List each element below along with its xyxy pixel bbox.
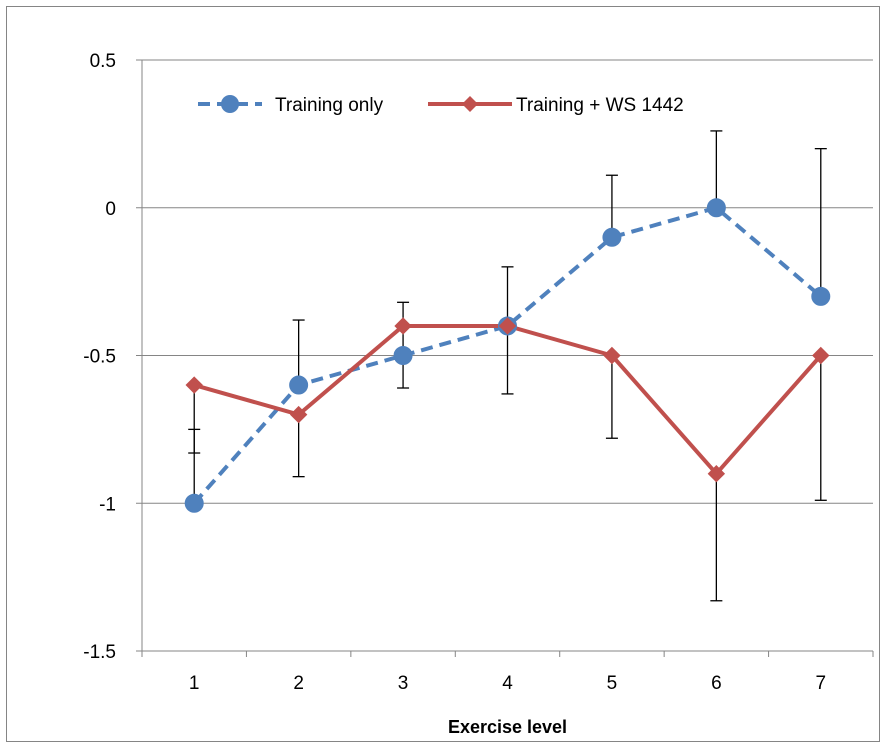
- chart-area: [6, 6, 880, 742]
- point-s0-5: [706, 198, 726, 218]
- point-s0-2: [393, 346, 413, 365]
- y-tick-label-4: -1.5: [83, 642, 116, 663]
- point-s0-6: [811, 286, 831, 306]
- axes: [136, 59, 874, 657]
- tick-labels: 0.5 0 -0.5 -1 -1.5 1 2 3 4 5 6 7: [83, 51, 826, 694]
- x-tick-label-3: 4: [502, 673, 513, 694]
- x-axis-title: Exercise level: [448, 717, 567, 737]
- legend-label-training-only: Training only: [275, 95, 384, 116]
- y-tick-label-2: -0.5: [83, 347, 116, 368]
- series: [184, 198, 831, 513]
- legend-label-training-ws1442: Training + WS 1442: [516, 95, 684, 116]
- legend: Training only Training + WS 1442: [198, 95, 684, 116]
- y-tick-label-3: -1: [99, 494, 116, 515]
- point-s1-5: [707, 464, 726, 483]
- y-tick-label-1: 0: [105, 199, 116, 220]
- point-s0-1: [289, 375, 309, 395]
- point-s1-2: [394, 317, 412, 335]
- x-tick-label-5: 6: [711, 673, 722, 694]
- legend-swatch-marker-training-only: [221, 95, 239, 113]
- x-tick-label-0: 1: [189, 673, 200, 694]
- point-s1-1: [289, 405, 308, 424]
- point-s0-0: [184, 493, 204, 513]
- point-s0-4: [602, 227, 622, 247]
- legend-swatch-marker-training-ws1442: [462, 96, 478, 112]
- x-tick-label-1: 2: [293, 673, 304, 694]
- point-s1-3: [498, 317, 517, 335]
- x-tick-label-6: 7: [815, 673, 826, 694]
- error-bars: [188, 130, 827, 602]
- x-tick-label-4: 5: [607, 673, 618, 694]
- y-tick-label-0: 0.5: [90, 51, 116, 72]
- point-s1-6: [812, 346, 830, 365]
- point-s1-4: [603, 346, 621, 365]
- x-tick-label-2: 3: [398, 673, 409, 694]
- point-s1-0: [185, 376, 203, 394]
